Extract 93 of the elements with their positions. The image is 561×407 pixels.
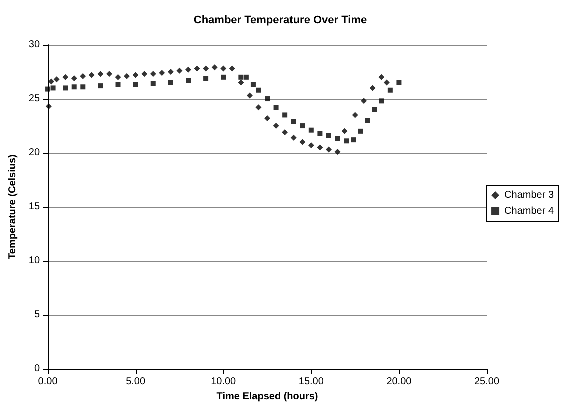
point <box>265 96 270 102</box>
point <box>290 134 297 141</box>
point <box>46 104 52 110</box>
point <box>379 98 384 104</box>
point <box>361 98 368 104</box>
point <box>132 72 139 78</box>
point <box>72 84 77 90</box>
y-tick-label: 30 <box>28 40 40 50</box>
point <box>142 71 148 78</box>
point <box>282 112 288 118</box>
point <box>186 78 191 84</box>
point <box>71 75 78 82</box>
point <box>256 88 262 93</box>
point <box>203 66 210 72</box>
point <box>46 86 51 92</box>
point <box>326 146 332 153</box>
point <box>150 71 156 78</box>
point <box>48 78 55 85</box>
point <box>168 69 174 76</box>
y-tick-label: 25 <box>28 94 40 105</box>
point <box>133 82 138 88</box>
y-axis-title: Temperature (Celsius) <box>8 154 18 260</box>
point <box>212 64 218 71</box>
point <box>370 85 376 92</box>
point <box>98 84 104 89</box>
y-tick-label: 5 <box>34 310 40 321</box>
x-axis-title: Time Elapsed (hours) <box>216 392 318 402</box>
x-tick-label: 0.00 <box>38 376 58 388</box>
y-tick-label: 15 <box>28 202 40 213</box>
x-tick-label: 10.00 <box>211 376 237 388</box>
legend-label: Chamber 4 <box>504 206 554 217</box>
point <box>168 80 174 86</box>
point <box>50 86 56 91</box>
x-tick-label: 5.00 <box>126 376 146 388</box>
point <box>98 71 104 78</box>
point <box>185 66 192 73</box>
point <box>244 74 249 80</box>
point <box>246 92 253 99</box>
point <box>54 76 60 83</box>
point <box>159 70 166 76</box>
point <box>300 124 306 129</box>
point <box>264 115 271 122</box>
point <box>273 123 280 130</box>
point <box>80 73 86 80</box>
point <box>256 104 262 111</box>
point <box>106 71 112 78</box>
point <box>63 86 68 91</box>
point <box>388 88 393 93</box>
point <box>238 74 244 80</box>
point <box>351 138 356 143</box>
point <box>62 74 69 80</box>
point <box>344 138 350 144</box>
y-tick-label: 20 <box>28 148 40 159</box>
point <box>308 142 314 148</box>
point <box>238 80 244 86</box>
point <box>334 148 341 155</box>
point <box>124 73 130 80</box>
point <box>274 105 279 110</box>
chart-title: Chamber Temperature Over Time <box>194 14 368 26</box>
point <box>115 74 122 80</box>
point <box>372 107 378 112</box>
point <box>342 128 348 134</box>
point <box>176 68 183 74</box>
point <box>300 139 306 146</box>
x-tick-label: 20.00 <box>386 376 412 388</box>
y-tick-label: 0 <box>34 364 40 375</box>
x-tick-label: 25.00 <box>474 376 500 388</box>
point <box>220 66 227 72</box>
point <box>384 80 390 86</box>
point <box>358 128 364 134</box>
point <box>250 82 256 88</box>
point <box>396 80 402 86</box>
point <box>308 128 314 133</box>
legend-label: Chamber 3 <box>504 190 554 201</box>
point <box>378 74 385 80</box>
point <box>116 82 121 88</box>
point <box>317 144 324 151</box>
point <box>150 81 156 86</box>
point <box>221 74 226 80</box>
point <box>318 131 323 136</box>
point <box>204 76 209 81</box>
point <box>282 130 288 136</box>
point <box>88 72 95 78</box>
x-tick-label: 15.00 <box>298 376 324 388</box>
point <box>194 66 200 72</box>
y-tick-label: 10 <box>28 256 40 267</box>
point <box>335 136 340 142</box>
point <box>326 133 332 138</box>
point <box>80 84 86 90</box>
point <box>229 66 236 72</box>
point <box>365 118 370 124</box>
point <box>352 112 358 118</box>
point <box>291 119 296 124</box>
